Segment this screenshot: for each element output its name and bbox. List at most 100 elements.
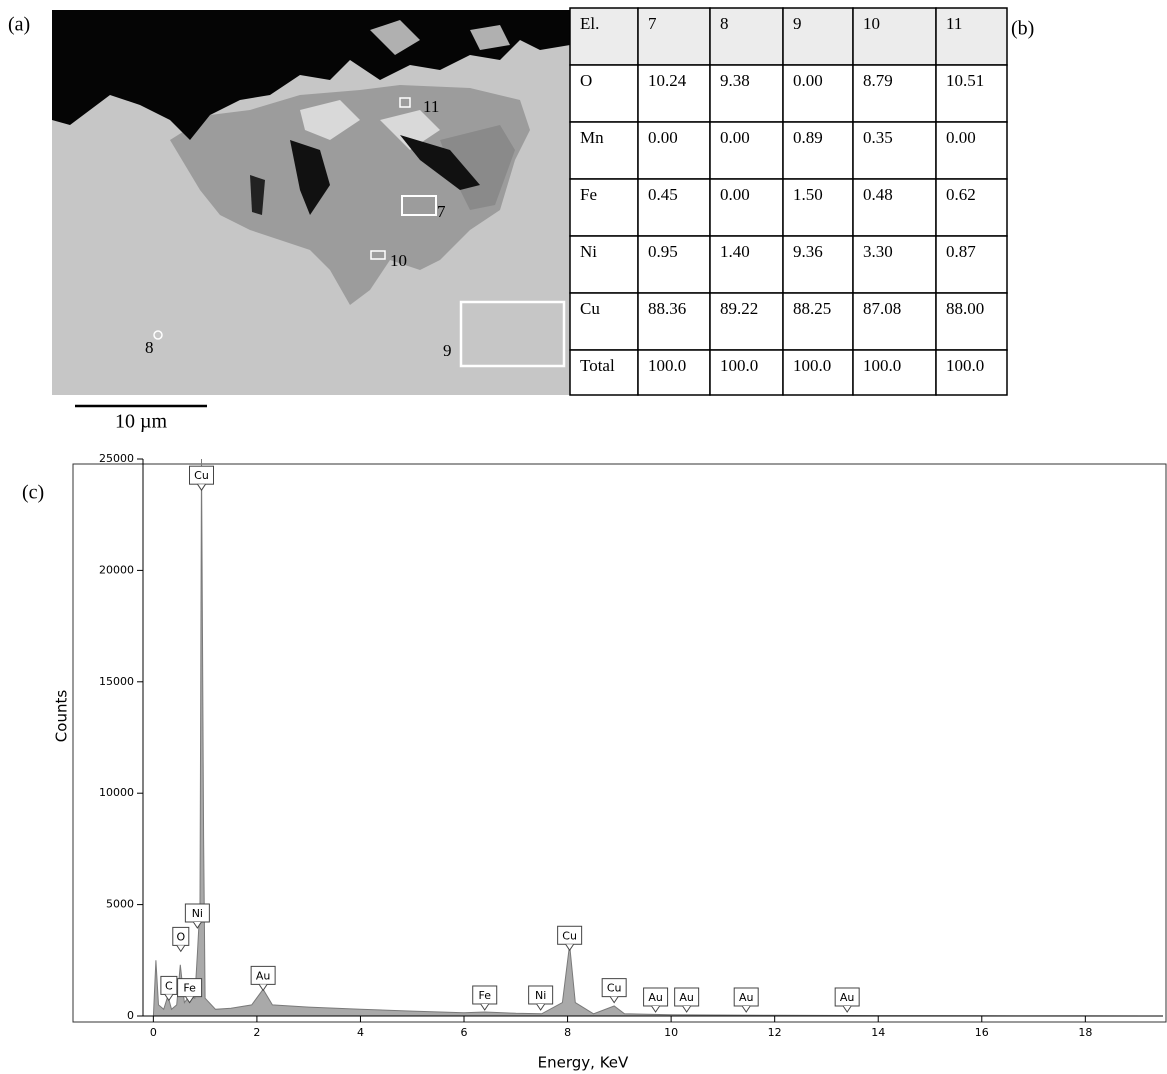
dark-region — [52, 10, 570, 140]
peak-pointer — [565, 943, 575, 952]
y-tick-label: 0 — [127, 1009, 134, 1022]
peak-label: O — [176, 930, 185, 943]
table-cell — [569, 64, 639, 123]
table-cell — [569, 178, 639, 237]
table-header: El. — [580, 14, 599, 33]
table-value: Fe — [580, 185, 597, 204]
x-tick-label: 10 — [664, 1026, 678, 1039]
x-tick-label: 0 — [150, 1026, 157, 1039]
peak-pointer — [197, 483, 206, 492]
table-cell — [637, 121, 711, 180]
x-tick-label: 12 — [768, 1026, 782, 1039]
spectrum-area — [152, 458, 1164, 1017]
table-cell — [935, 292, 1008, 351]
peak-label: Fe — [478, 989, 491, 1002]
table-value: 0.48 — [863, 185, 893, 204]
x-tick-label: 8 — [564, 1026, 571, 1039]
peak-label: C — [165, 979, 173, 992]
table-value: 100.0 — [720, 356, 758, 375]
table-value: 0.89 — [793, 128, 823, 147]
peak-label: Au — [840, 991, 855, 1004]
table-cell — [709, 64, 784, 123]
point-marker — [153, 330, 163, 340]
x-tick-label: 6 — [461, 1026, 468, 1039]
table-value: 10.24 — [648, 71, 687, 90]
table-cell — [709, 349, 784, 396]
table-value: 88.25 — [793, 299, 831, 318]
peak-pointer — [651, 1005, 661, 1013]
peak-label: Fe — [183, 982, 196, 995]
x-tick-label: 14 — [871, 1026, 885, 1039]
table-value: 0.00 — [793, 71, 823, 90]
point-label: 7 — [437, 202, 446, 221]
y-tick-label: 25000 — [99, 452, 134, 465]
peak-pointer — [185, 996, 195, 1004]
point-label: 10 — [390, 251, 407, 270]
table-cell — [637, 349, 711, 396]
table-value: 3.30 — [863, 242, 893, 261]
table-cell — [852, 7, 937, 66]
scale-bar-label: 10 µm — [115, 411, 168, 433]
table-cell — [935, 121, 1008, 180]
table-header: 9 — [793, 14, 802, 33]
bright-phase — [370, 20, 420, 55]
crack — [400, 135, 480, 190]
panel-label: (a) — [8, 14, 30, 36]
table-cell — [709, 7, 784, 66]
peak-label: Au — [679, 991, 694, 1004]
x-tick-label: 2 — [253, 1026, 260, 1039]
table-value: 0.62 — [946, 185, 976, 204]
table-value: 0.00 — [648, 128, 678, 147]
peak-pointer — [842, 1005, 852, 1013]
crack — [290, 140, 330, 215]
point-label: 11 — [423, 97, 439, 116]
point-label: 8 — [145, 338, 154, 357]
table-cell — [709, 178, 784, 237]
peak-pointer — [609, 996, 619, 1004]
table-value: 88.36 — [648, 299, 686, 318]
table-value: 100.0 — [863, 356, 901, 375]
sem-image: 11 7 10 8 9 — [52, 10, 570, 395]
table-header: 8 — [720, 14, 729, 33]
table-cell — [935, 64, 1008, 123]
table-cell — [782, 7, 854, 66]
table-value: 100.0 — [648, 356, 686, 375]
table-value: 1.40 — [720, 242, 750, 261]
table-value: 9.38 — [720, 71, 750, 90]
peak-pointer — [536, 1003, 546, 1011]
table-cell — [569, 121, 639, 180]
peak-pointer — [176, 945, 186, 953]
table-value: 8.79 — [863, 71, 893, 90]
bright-phase — [380, 110, 440, 150]
peak-pointer — [164, 994, 174, 1002]
y-tick-label: 20000 — [99, 563, 134, 576]
crack — [250, 175, 265, 215]
point-marker — [399, 97, 411, 108]
table-cell — [852, 121, 937, 180]
table-value: 1.50 — [793, 185, 823, 204]
peak-label: Ni — [535, 989, 546, 1002]
panel-label: (c) — [22, 482, 44, 504]
peak-label: Cu — [194, 469, 209, 482]
point-marker — [401, 195, 437, 216]
table-value: 10.51 — [946, 71, 984, 90]
table-value: 0.95 — [648, 242, 678, 261]
peak-label: Au — [648, 991, 663, 1004]
peak-label: Cu — [562, 929, 577, 942]
table-value: 87.08 — [863, 299, 901, 318]
x-axis-label: Energy, KeV — [538, 1054, 629, 1072]
plot: 0 5000 10000 15000 20000 25000 0 2 4 6 8 10 12 14 16 18… — [99, 452, 1164, 1039]
table-value: 0.00 — [720, 128, 750, 147]
table: El. 7 8 9 10 11 O 10.24 9.38 0.00 8.79 10.51 Mn 0.00 0… — [569, 7, 1008, 396]
table-value: 0.35 — [863, 128, 893, 147]
point-marker — [459, 300, 566, 368]
table-cell — [782, 349, 854, 396]
table-value: 9.36 — [793, 242, 823, 261]
panel-label: (b) — [1011, 18, 1034, 40]
peak-label: Au — [739, 991, 754, 1004]
x-tick-label: 16 — [975, 1026, 989, 1039]
point-label: 9 — [443, 341, 452, 360]
peak-pointer — [480, 1003, 490, 1011]
table-cell — [709, 292, 784, 351]
